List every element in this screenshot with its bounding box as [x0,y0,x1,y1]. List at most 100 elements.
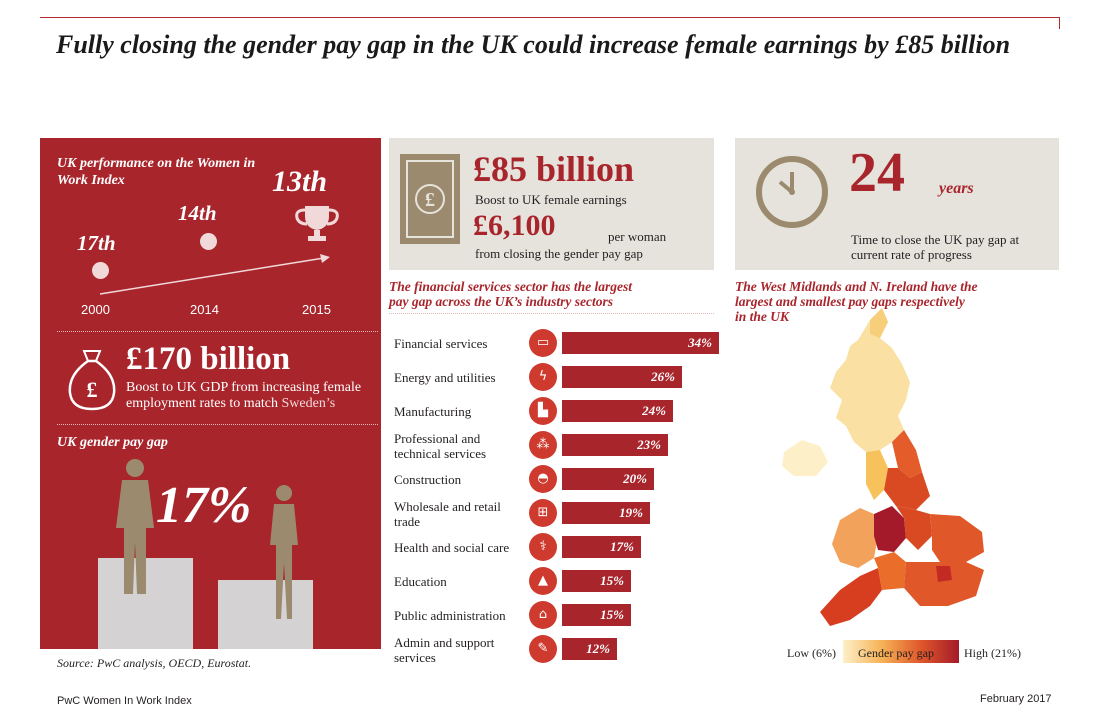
footer-right: February 2017 [980,693,1052,705]
footer-left: PwC Women In Work Index [57,695,192,707]
uk-performance-panel: UK performance on the Women in Work Inde… [40,138,381,649]
shopping-cart-icon: ⊞ [529,499,557,527]
map-region-north-west [866,450,888,500]
time-value: 24 [849,142,905,204]
sector-bar-value: 12% [586,641,610,656]
earnings-description: Boost to UK female earnings [475,192,627,207]
sector-label: Construction [394,472,462,487]
earnings-box: £ £85 billion Boost to UK female earning… [389,138,714,270]
map-region-east [930,514,984,562]
legend-low: Low (6%) [787,646,836,660]
map-region-south-west [820,568,882,626]
svg-text:£: £ [87,377,98,402]
bank-card-icon: ▭ [529,329,557,357]
map-region-northern-ireland [782,440,828,476]
gdp-value: £170 billion [126,341,291,377]
rank-2015: 13th [272,165,328,198]
rank-dot-2000 [92,262,109,279]
sector-label: Public administration [394,608,506,623]
network-icon: ⁂ [529,431,557,459]
divider [57,331,378,332]
trophy-icon [295,206,339,241]
gdp-desc-line1: Boost to UK GDP from increasing female [126,380,362,395]
pay-gap-title: UK gender pay gap [57,435,168,450]
sector-label: Education [394,574,447,589]
map-region-west-midlands [874,506,906,552]
sector-bar: 23% [562,434,668,456]
legend-gradient [843,640,959,663]
year-2015: 2015 [302,302,331,317]
male-figure-icon [116,459,154,594]
sector-bar: 26% [562,366,682,388]
sector-label: Manufacturing [394,404,472,419]
gdp-description: Boost to UK GDP from increasing female e… [126,380,376,412]
top-rule [40,17,1060,18]
map-region-scotland [830,308,910,452]
sector-bar: 15% [562,570,631,592]
year-2000: 2000 [81,302,110,317]
map-title-line1: The West Midlands and N. Ireland have th… [735,279,978,294]
rank-2000: 17th [77,231,116,255]
sector-bar-value: 15% [600,607,624,622]
map-region-north-east [892,430,922,478]
map-region-south-east [904,562,984,606]
sector-bar: 34% [562,332,719,354]
time-desc-line1: Time to close the UK pay gap at [851,232,1020,247]
map-region-south-west-east [874,552,906,590]
sector-bar: 15% [562,604,631,626]
female-figure-icon [270,485,298,619]
map-title-line3: in the UK [735,309,790,324]
map-title-line2: largest and smallest pay gaps respective… [735,294,965,309]
pay-gap-value: 17% [156,477,252,534]
trend-arrow [99,254,330,295]
gdp-desc-line2: employment rates to match [126,396,279,411]
government-building-icon: ⌂ [529,601,557,629]
source-note: Source: PwC analysis, OECD, Eurostat. [57,656,252,670]
factory-icon: ▙ [529,397,557,425]
sector-bar-value: 26% [651,369,675,384]
gdp-desc-highlight: Sweden’s [281,396,336,411]
hard-hat-icon: ◓ [529,465,557,493]
map-region-yorkshire [884,468,930,510]
rank-2014: 14th [178,201,217,225]
map-region-wales [832,508,878,568]
legend-mid: Gender pay gap [858,646,934,660]
index-title: UK performance on the Women in Work Inde… [57,156,256,188]
sector-bar-value: 20% [623,471,647,486]
time-box: 24 years Time to close the UK pay gap at… [735,138,1059,270]
sector-bar: 12% [562,638,617,660]
legend-high: High (21%) [964,646,1021,660]
page-title: Fully closing the gender pay gap in the … [56,30,1011,59]
sector-bar: 24% [562,400,673,422]
map-region-east-midlands [896,506,932,550]
sectors-title-line2: pay gap across the UK’s industry sectors [389,294,614,309]
sector-bar: 20% [562,468,654,490]
per-woman-description: from closing the gender pay gap [475,246,643,261]
top-rule-tick [1059,17,1060,29]
sector-bar-value: 17% [610,539,634,554]
sector-bar-value: 34% [688,335,712,350]
sectors-title-line1: The financial services sector has the la… [389,279,632,294]
per-woman-unit: per woman [608,229,667,244]
sector-bar: 19% [562,502,650,524]
sector-label: Financial services [394,336,488,351]
uk-pay-gap-map [782,308,984,626]
time-desc-line2: current rate of progress [851,247,972,262]
per-woman-value: £6,100 [473,209,556,242]
time-unit: years [939,180,974,197]
banknote-icon: £ [400,154,460,244]
divider [57,424,378,425]
sector-bar: 17% [562,536,641,558]
power-pylon-icon: ϟ [529,363,557,391]
sector-label: Admin and support services [394,635,495,665]
sector-bar-value: 19% [619,505,643,520]
sector-label: Energy and utilities [394,370,496,385]
female-pedestal [218,580,313,649]
map-region-london [936,566,952,582]
money-bag-icon: £ [68,350,116,411]
sector-label: Wholesale and retail trade [394,499,501,529]
svg-text:£: £ [425,189,435,211]
sector-bar-value: 24% [642,403,666,418]
sectors-divider [389,313,714,314]
year-2014: 2014 [190,302,219,317]
